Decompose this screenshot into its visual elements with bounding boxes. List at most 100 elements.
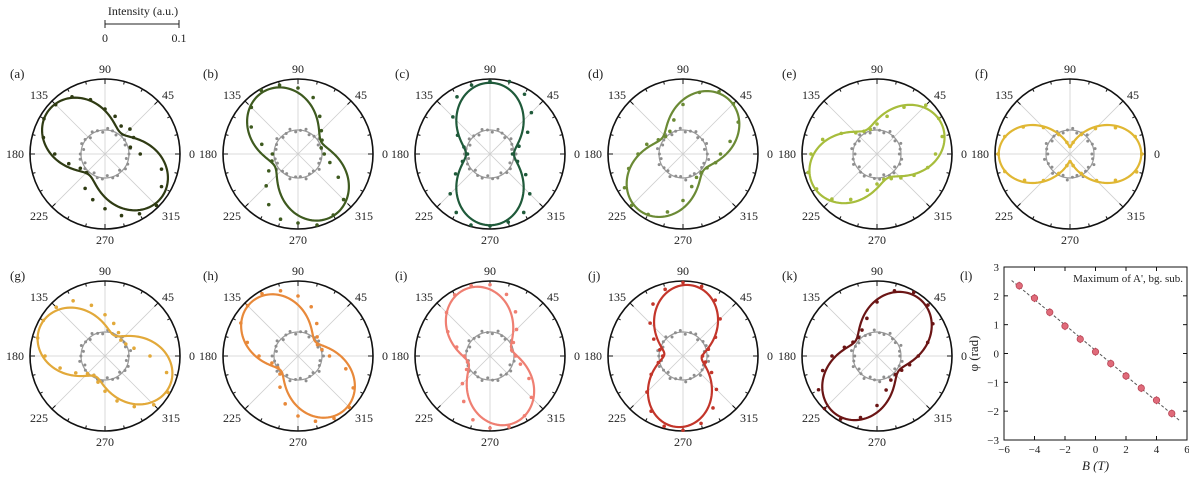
- background-point: [90, 130, 94, 134]
- polar-tick: [912, 88, 915, 92]
- background-point: [508, 161, 512, 165]
- background-point: [480, 379, 484, 383]
- background-point: [850, 147, 854, 151]
- data-point: [317, 114, 322, 119]
- background-point: [664, 335, 668, 339]
- angle-label-270: 270: [674, 233, 692, 247]
- data-point: [131, 135, 136, 140]
- data-point: [838, 417, 843, 421]
- background-point: [872, 126, 876, 130]
- angle-label-315: 315: [934, 209, 952, 223]
- background-point: [1075, 173, 1079, 177]
- background-point: [285, 172, 289, 176]
- background-point: [707, 157, 711, 161]
- scale-bar-min-label: 0: [102, 31, 108, 45]
- background-point: [702, 161, 706, 165]
- polar-tick: [32, 134, 36, 136]
- polar-tick: [811, 116, 815, 119]
- background-point: [82, 147, 86, 151]
- background-point: [118, 168, 122, 172]
- background-point: [486, 331, 490, 335]
- background-point: [505, 171, 509, 175]
- angle-label-45: 45: [355, 290, 367, 304]
- polar-tick: [140, 216, 143, 220]
- polar-tick: [539, 405, 544, 410]
- background-point: [853, 354, 857, 358]
- background-point: [467, 157, 471, 161]
- data-point: [154, 203, 159, 208]
- background-point: [116, 376, 120, 380]
- data-point: [119, 124, 123, 128]
- data-point: [646, 212, 650, 217]
- background-point: [656, 147, 660, 151]
- panel-label: (j): [588, 268, 600, 283]
- angle-label-135: 135: [802, 290, 820, 304]
- angle-label-0: 0: [189, 147, 195, 161]
- polar-tick: [857, 223, 859, 227]
- polar-tick: [67, 88, 70, 92]
- background-point: [872, 328, 876, 332]
- data-point: [42, 116, 46, 121]
- background-point: [659, 157, 663, 161]
- data-point: [665, 210, 670, 214]
- polar-tick: [167, 116, 171, 119]
- data-point: [663, 134, 668, 139]
- polar-tick: [174, 374, 178, 376]
- data-point: [907, 362, 912, 367]
- angle-label-180: 180: [6, 147, 24, 161]
- polar-tick: [718, 290, 721, 294]
- polar-tick: [452, 216, 455, 220]
- data-point: [278, 372, 282, 376]
- polar-tick: [752, 336, 756, 338]
- background-point: [684, 178, 688, 182]
- background-point: [80, 142, 84, 146]
- data-point: [681, 428, 685, 433]
- scatter-point: [1122, 372, 1130, 380]
- y-tick-label: 1: [994, 320, 1000, 332]
- data-point: [270, 159, 274, 163]
- polar-tick: [333, 216, 336, 220]
- background-point: [1085, 133, 1089, 137]
- data-point: [454, 210, 459, 215]
- background-point: [852, 359, 856, 363]
- angle-label-0: 0: [767, 147, 773, 161]
- polar-tick: [417, 336, 421, 338]
- background-point: [105, 376, 109, 380]
- data-point: [711, 406, 715, 410]
- polar-tick: [167, 189, 171, 192]
- polar-tick: [424, 318, 428, 321]
- background-point: [705, 142, 709, 146]
- data-point: [636, 152, 640, 156]
- background-point: [88, 136, 92, 140]
- data-point: [940, 134, 944, 139]
- polar-tick: [539, 203, 544, 208]
- data-point: [488, 224, 492, 228]
- data-point: [315, 335, 319, 339]
- data-point: [911, 290, 916, 295]
- polar-tick: [424, 189, 428, 192]
- polar-tick: [333, 290, 336, 294]
- fit-curve: [40, 96, 170, 212]
- background-point: [304, 379, 308, 383]
- angle-label-45: 45: [740, 290, 752, 304]
- background-point: [78, 359, 82, 363]
- polar-tick: [946, 336, 950, 338]
- background-point: [514, 152, 518, 156]
- background-point: [674, 129, 678, 133]
- data-point: [926, 303, 930, 307]
- angle-label-0: 0: [961, 349, 967, 363]
- background-point: [689, 331, 693, 335]
- data-point: [264, 184, 268, 188]
- angle-label-45: 45: [162, 88, 174, 102]
- background-point: [657, 152, 661, 156]
- background-point: [307, 335, 311, 339]
- polar-tick: [1088, 223, 1090, 227]
- background-point: [504, 372, 508, 376]
- data-point: [465, 152, 470, 156]
- polar-tick: [645, 290, 648, 294]
- angle-label-225: 225: [802, 411, 820, 425]
- angle-label-180: 180: [199, 349, 217, 363]
- angle-label-315: 315: [355, 209, 373, 223]
- data-point: [128, 127, 132, 131]
- polar-tick: [123, 81, 125, 85]
